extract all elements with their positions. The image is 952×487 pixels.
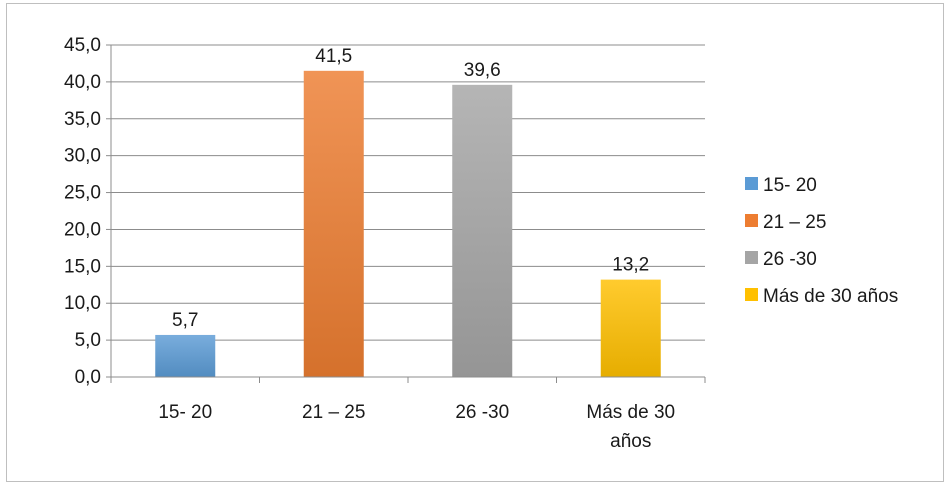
- bar-2: [452, 84, 513, 377]
- y-tick-label: 45,0: [64, 35, 101, 56]
- data-label: 41,5: [315, 46, 352, 67]
- y-tick-label: 15,0: [64, 256, 101, 277]
- legend-swatch: [745, 214, 758, 227]
- x-tick-label: 26 -30: [455, 402, 509, 423]
- legend-swatch: [745, 251, 758, 264]
- legend-label: Más de 30 años: [763, 286, 898, 307]
- data-label: 13,2: [612, 255, 649, 276]
- legend-label: 26 -30: [763, 249, 817, 270]
- x-tick-label-line: años: [610, 431, 651, 452]
- y-tick-label: 25,0: [64, 183, 101, 204]
- bars: [155, 70, 661, 378]
- bar-3: [600, 279, 661, 377]
- data-label: 5,7: [172, 310, 198, 331]
- x-axis: 15- 20 21 – 25 26 -30 Más de 30 años: [110, 376, 706, 452]
- data-label: 39,6: [464, 60, 501, 81]
- y-axis: 0,0 5,0 10,0 15,0 20,0 25,0 30,0 35,0 40,0 45,0: [64, 35, 112, 388]
- y-tick-label: 30,0: [64, 146, 101, 167]
- x-tick-label-line: Más de 30: [586, 402, 675, 423]
- legend-label: 21 – 25: [763, 212, 826, 233]
- legend: 15- 20 21 – 25 26 -30 Más de 30 años: [745, 175, 898, 307]
- x-tick-label: 21 – 25: [302, 402, 365, 423]
- x-tick-label: Más de 30 años: [586, 402, 675, 452]
- y-tick-label: 20,0: [64, 219, 101, 240]
- legend-swatch: [745, 177, 758, 190]
- legend-swatch: [745, 288, 758, 301]
- x-tick-label: 15- 20: [158, 402, 212, 423]
- y-tick-label: 40,0: [64, 72, 101, 93]
- bar-1: [303, 70, 364, 378]
- bar-0: [155, 334, 216, 377]
- y-tick-label: 10,0: [64, 293, 101, 314]
- data-labels: 5,7 41,5 39,6 13,2: [172, 46, 649, 331]
- y-tick-label: 0,0: [75, 367, 101, 388]
- y-tick-label: 35,0: [64, 109, 101, 130]
- legend-label: 15- 20: [763, 175, 817, 196]
- y-tick-label: 5,0: [75, 330, 101, 351]
